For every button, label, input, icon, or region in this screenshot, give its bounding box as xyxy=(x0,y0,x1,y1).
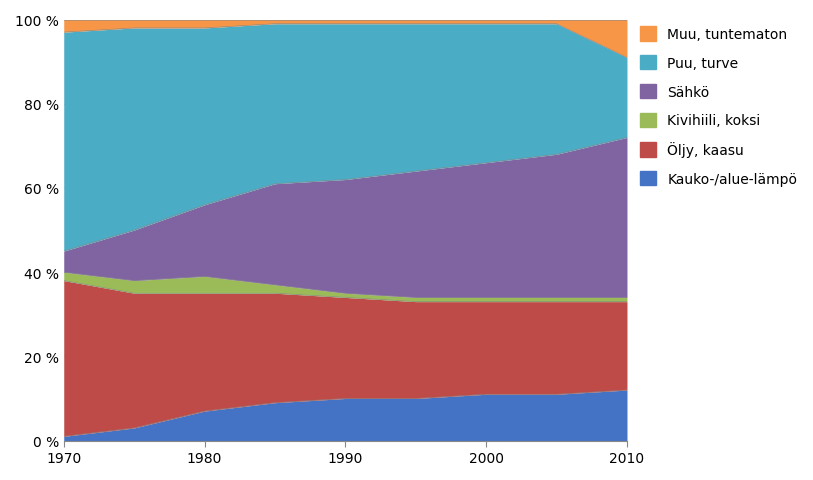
Legend: Muu, tuntematon, Puu, turve, Sähkö, Kivihiili, koksi, Öljy, kaasu, Kauko-/alue-l: Muu, tuntematon, Puu, turve, Sähkö, Kivi… xyxy=(640,27,798,187)
